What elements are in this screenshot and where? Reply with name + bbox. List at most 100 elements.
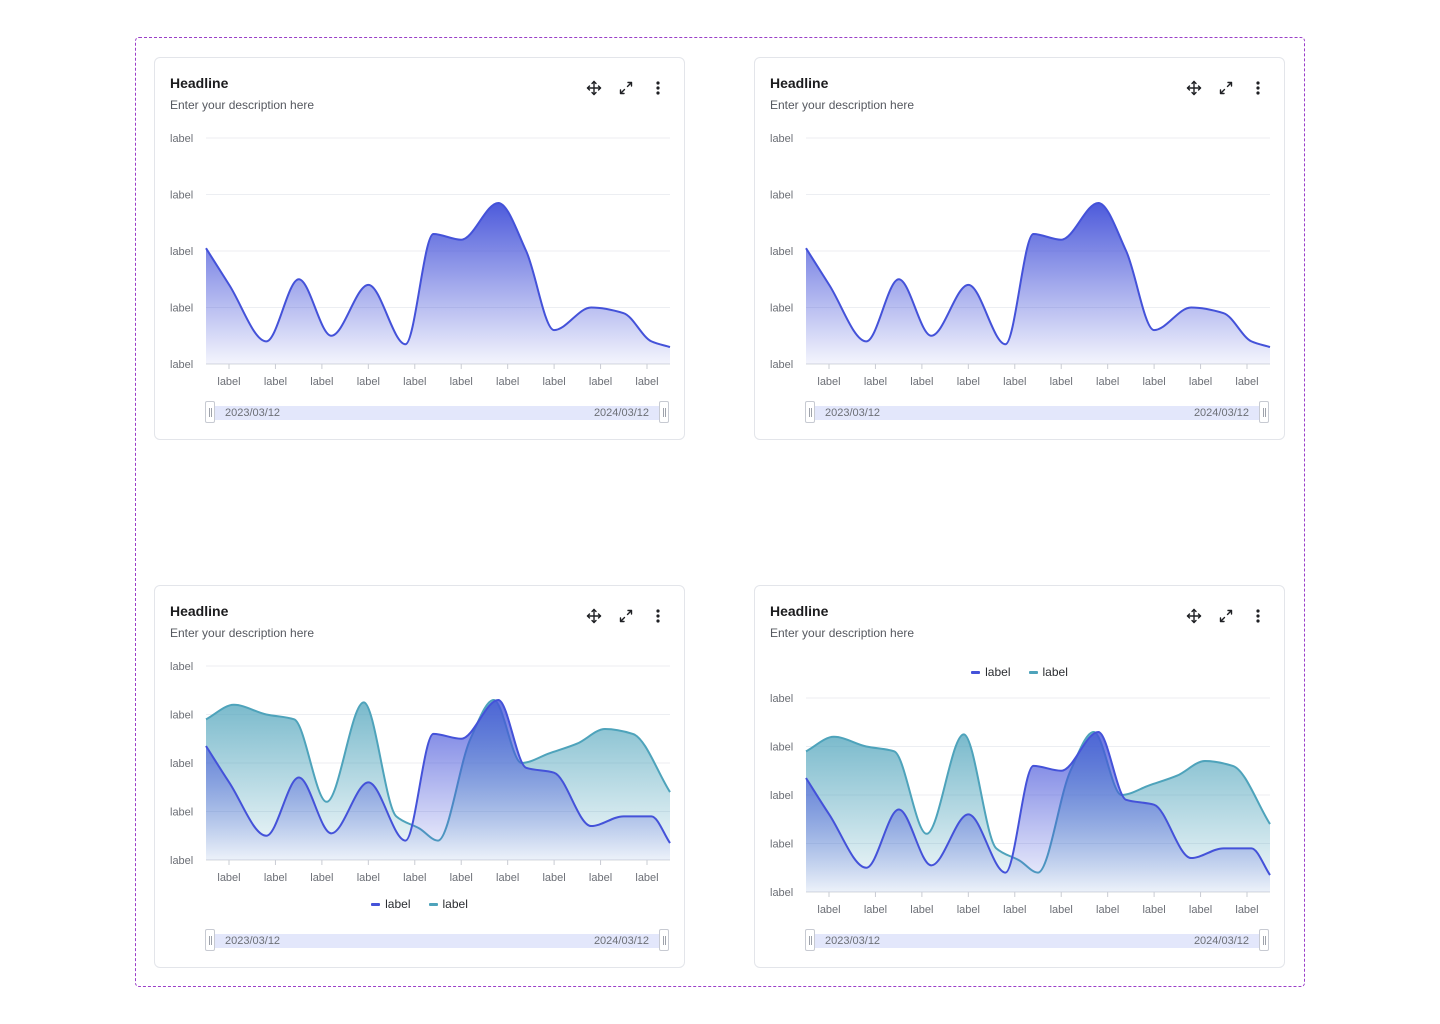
legend-label: label [385, 897, 411, 911]
range-handle-left[interactable] [805, 929, 815, 951]
y-tick-label: label [770, 839, 793, 851]
series-line-0[interactable] [805, 201, 1271, 349]
series-line-0[interactable] [205, 201, 671, 349]
chart-legend: label label [155, 897, 684, 911]
chart-card: Headline Enter your description here lab… [154, 585, 685, 968]
x-tick-label: label [542, 872, 565, 884]
legend-swatch [428, 902, 438, 906]
range-start-label: 2023/03/12 [825, 407, 881, 419]
y-tick-label: label [770, 133, 793, 145]
area-chart: label label label label label label label label… [770, 693, 1271, 916]
x-tick-label: label [1142, 376, 1165, 388]
dashboard-frame [135, 37, 1305, 987]
legend-item-1[interactable]: label [428, 897, 468, 911]
range-handle-right[interactable] [659, 401, 669, 423]
x-tick-label: label [264, 872, 287, 884]
area-chart: label label label label label label label label… [170, 661, 671, 884]
y-tick-label: label [770, 790, 793, 802]
range-slider[interactable]: 2023/03/12 2024/03/12 [205, 929, 669, 953]
x-tick-label: label [910, 376, 933, 388]
expand-icon[interactable] [1216, 78, 1236, 98]
y-tick-label: label [770, 190, 793, 202]
chart-card: Headline Enter your description here lab… [754, 57, 1285, 440]
x-tick-label: label [217, 376, 240, 388]
move-arrows-icon[interactable] [584, 606, 604, 626]
x-tick-label: label [864, 904, 887, 916]
range-track[interactable] [810, 406, 1264, 420]
chart-card: Headline Enter your description here lab… [754, 585, 1285, 968]
legend-item-0[interactable]: label [971, 665, 1011, 679]
x-tick-label: label [957, 904, 980, 916]
x-tick-label: label [817, 904, 840, 916]
x-tick-label: label [1235, 904, 1258, 916]
range-handle-right[interactable] [1259, 401, 1269, 423]
x-tick-label: label [310, 376, 333, 388]
series-area-0 [206, 202, 670, 364]
x-tick-label: label [635, 376, 658, 388]
x-tick-label: label [357, 872, 380, 884]
x-tick-label: label [1003, 376, 1026, 388]
x-tick-label: label [264, 376, 287, 388]
expand-icon[interactable] [616, 78, 636, 98]
series-area-0 [806, 731, 1270, 892]
more-vertical-icon[interactable] [1248, 606, 1268, 626]
legend-item-0[interactable]: label [371, 897, 411, 911]
range-track[interactable] [210, 934, 664, 948]
card-toolbar [584, 78, 668, 98]
more-vertical-icon[interactable] [648, 78, 668, 98]
range-track[interactable] [810, 934, 1264, 948]
x-tick-label: label [403, 376, 426, 388]
chart-card: Headline Enter your description here lab… [154, 57, 685, 440]
move-arrows-icon[interactable] [1184, 606, 1204, 626]
x-tick-label: label [1096, 376, 1119, 388]
series-line-0[interactable] [205, 698, 671, 844]
range-handle-left[interactable] [205, 401, 215, 423]
range-end-label: 2024/03/12 [1193, 407, 1249, 419]
card-description: Enter your description here [170, 98, 315, 112]
x-tick-label: label [864, 376, 887, 388]
y-tick-label: label [170, 807, 193, 819]
range-slider[interactable]: 2023/03/12 2024/03/12 [805, 929, 1269, 953]
y-tick-label: label [170, 710, 193, 722]
series-line-0[interactable] [805, 730, 1271, 876]
expand-icon[interactable] [616, 606, 636, 626]
x-tick-label: label [1050, 376, 1073, 388]
y-tick-label: label [170, 661, 193, 673]
area-chart: label label label label label label label label… [170, 133, 671, 388]
range-track[interactable] [210, 406, 664, 420]
card-description: Enter your description here [770, 626, 915, 640]
card-title: Headline [170, 75, 229, 91]
y-tick-label: label [770, 887, 793, 899]
x-tick-label: label [1096, 904, 1119, 916]
range-handle-left[interactable] [805, 401, 815, 423]
more-vertical-icon[interactable] [648, 606, 668, 626]
range-start-label: 2023/03/12 [225, 407, 281, 419]
card-title: Headline [770, 75, 829, 91]
y-tick-label: label [170, 303, 193, 315]
x-tick-label: label [957, 376, 980, 388]
legend-swatch [1028, 670, 1038, 674]
range-handle-left[interactable] [205, 929, 215, 951]
move-arrows-icon[interactable] [584, 78, 604, 98]
x-tick-label: label [403, 872, 426, 884]
range-handle-right[interactable] [659, 929, 669, 951]
x-tick-label: label [589, 376, 612, 388]
y-tick-label: label [770, 246, 793, 258]
move-arrows-icon[interactable] [1184, 78, 1204, 98]
legend-item-1[interactable]: label [1028, 665, 1068, 679]
x-tick-label: label [1235, 376, 1258, 388]
legend-swatch [971, 670, 981, 674]
expand-icon[interactable] [1216, 606, 1236, 626]
card-title: Headline [170, 603, 229, 619]
card-description: Enter your description here [170, 626, 315, 640]
range-handle-right[interactable] [1259, 929, 1269, 951]
card-description: Enter your description here [770, 98, 915, 112]
more-vertical-icon[interactable] [1248, 78, 1268, 98]
x-tick-label: label [496, 872, 519, 884]
range-end-label: 2024/03/12 [1193, 935, 1249, 947]
area-chart: label label label label label label label label… [770, 133, 1271, 388]
range-slider[interactable]: 2023/03/12 2024/03/12 [805, 401, 1269, 425]
x-tick-label: label [910, 904, 933, 916]
legend-label: label [442, 897, 468, 911]
range-slider[interactable]: 2023/03/12 2024/03/12 [205, 401, 669, 425]
